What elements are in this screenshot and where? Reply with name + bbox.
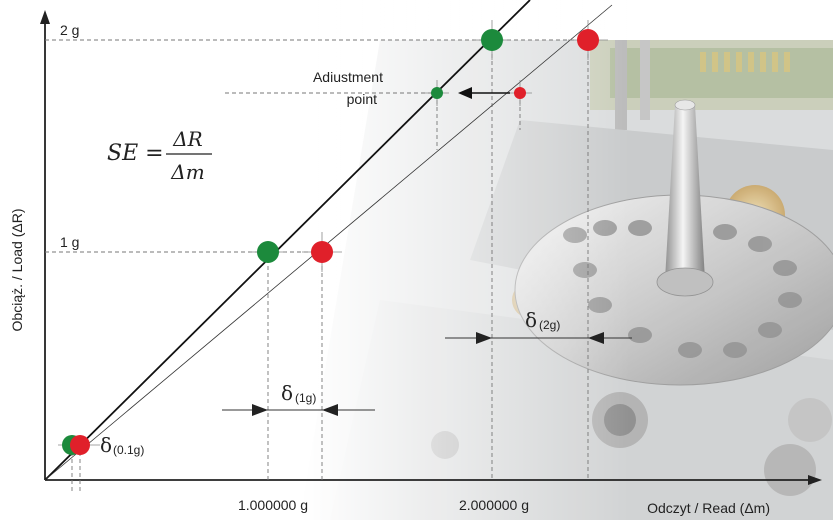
formula-lhs: SE = <box>107 141 164 166</box>
x-tick-1: 1.000000 g <box>238 497 308 513</box>
delta-symbol-1g: δ <box>281 381 293 405</box>
x-axis-label: Odczyt / Read (Δm) <box>647 500 770 516</box>
real-line <box>44 4 613 481</box>
point-red-1g <box>311 241 333 263</box>
point-green-adjustment <box>431 87 443 99</box>
y-axis-label: Obciąż. / Load (ΔR) <box>9 209 25 332</box>
ideal-line <box>44 0 531 481</box>
delta-subscript-01g: (0.1g) <box>113 443 144 457</box>
y-axis-arrow <box>40 10 50 24</box>
formula-denominator: Δm <box>170 160 204 184</box>
point-red-2g <box>577 29 599 51</box>
y-tick-1g: 1 g <box>60 234 79 250</box>
point-red-adjustment <box>514 87 526 99</box>
data-points <box>62 29 599 455</box>
adjustment-label-line2: point <box>347 91 377 107</box>
delta-1g-marker <box>222 404 375 416</box>
delta-subscript-2g: (2g) <box>539 318 560 332</box>
characteristic-lines <box>44 0 613 481</box>
adjustment-arrow <box>458 87 510 99</box>
y-tick-2g: 2 g <box>60 22 79 38</box>
delta-2g-label: δ (2g) <box>525 308 560 332</box>
point-red-01g <box>70 435 90 455</box>
background-photo <box>300 0 833 520</box>
formula-numerator: ΔR <box>172 127 203 151</box>
adjustment-label-line1: Adiustment <box>313 69 383 85</box>
delta-01g-label: δ (0.1g) <box>100 433 144 457</box>
sensitivity-formula: SE = ΔR Δm <box>107 127 212 184</box>
delta-symbol-2g: δ <box>525 308 537 332</box>
delta-1g-label: δ (1g) <box>281 381 316 405</box>
x-tick-2: 2.000000 g <box>459 497 529 513</box>
delta-symbol-01g: δ <box>100 433 112 457</box>
point-green-2g <box>481 29 503 51</box>
point-green-1g <box>257 241 279 263</box>
delta-subscript-1g: (1g) <box>295 391 316 405</box>
delta-2g-marker <box>445 332 632 344</box>
axes <box>40 10 822 485</box>
x-axis-arrow <box>808 475 822 485</box>
